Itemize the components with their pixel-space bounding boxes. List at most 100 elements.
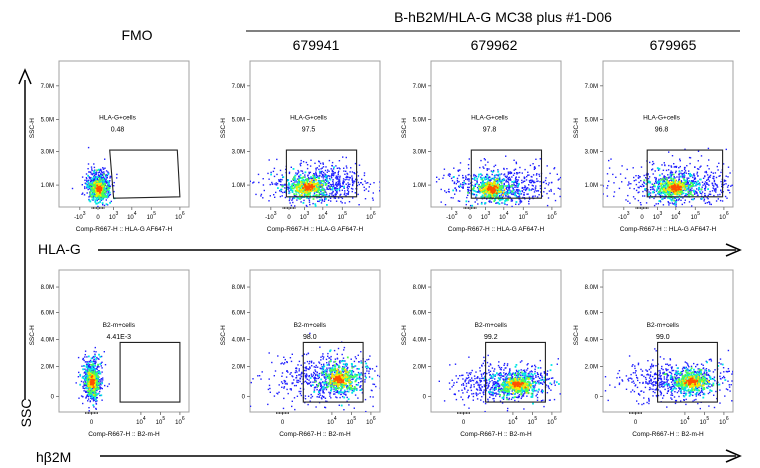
density-dot <box>677 184 679 187</box>
event-dot <box>345 156 347 159</box>
event-dot <box>681 170 683 172</box>
event-dot <box>529 164 532 167</box>
density-dot <box>310 182 313 184</box>
event-dot <box>448 191 450 193</box>
event-dot <box>346 186 348 189</box>
event-dot <box>324 181 326 184</box>
event-dot <box>640 180 642 182</box>
event-dot <box>349 183 351 186</box>
event-dot <box>713 189 716 191</box>
event-dot <box>89 195 91 197</box>
density-dot <box>502 193 504 196</box>
event-dot <box>688 190 691 193</box>
event-dot <box>503 174 505 176</box>
event-dot <box>289 202 291 204</box>
density-dot <box>103 183 105 185</box>
density-dot <box>676 192 679 194</box>
event-dot <box>479 166 481 169</box>
event-dot <box>734 172 735 173</box>
event-dot <box>655 180 657 183</box>
density-dot <box>296 185 299 188</box>
event-dot <box>324 189 326 191</box>
density-dot <box>300 194 303 196</box>
event-dot <box>436 176 438 178</box>
density-dot <box>665 181 667 184</box>
density-dot <box>695 183 697 186</box>
event-dot <box>85 396 87 398</box>
density-dot <box>682 192 685 195</box>
density-dot <box>329 186 331 189</box>
event-dot <box>676 176 678 178</box>
event-dot <box>313 192 316 195</box>
event-dot <box>505 181 507 183</box>
event-dot <box>284 196 287 199</box>
event-dot <box>307 174 309 176</box>
event-dot <box>508 183 510 185</box>
event-dot <box>334 197 337 199</box>
event-dot <box>468 189 470 192</box>
event-dot <box>652 188 655 190</box>
event-dot <box>517 196 519 198</box>
event-dot <box>339 184 341 187</box>
x-tick-label: 103 <box>109 211 119 221</box>
density-dot <box>99 187 101 190</box>
x-tick-label: 0 <box>640 215 644 221</box>
density-dot <box>314 184 316 187</box>
y-axis-title: SSC-H <box>29 118 36 139</box>
y-tick-label: 1.0M <box>41 183 54 189</box>
event-dot <box>484 175 487 178</box>
event-dot <box>645 202 648 204</box>
event-dot <box>83 359 85 362</box>
density-dot <box>491 171 494 173</box>
event-dot <box>505 194 507 196</box>
event-dot <box>293 194 296 197</box>
event-dot <box>99 381 101 383</box>
event-dot <box>363 172 366 174</box>
density-dot <box>343 186 345 188</box>
event-dot <box>635 175 637 177</box>
event-dot <box>473 173 475 176</box>
event-dot <box>675 203 677 205</box>
density-dot <box>96 192 99 195</box>
density-dot <box>667 196 669 199</box>
density-dot <box>324 194 327 196</box>
event-dot <box>687 173 690 175</box>
event-dot <box>308 197 310 200</box>
density-dot <box>91 184 93 186</box>
event-dot <box>341 202 343 204</box>
event-dot <box>670 170 672 172</box>
event-dot <box>462 186 464 188</box>
event-dot <box>315 172 317 175</box>
density-dot <box>687 190 690 193</box>
event-dot <box>694 192 696 194</box>
event-dot <box>267 172 269 175</box>
density-dot <box>497 170 500 173</box>
event-dot <box>78 371 80 374</box>
density-dot <box>327 180 329 183</box>
density-dot <box>492 185 495 187</box>
density-dot <box>93 382 95 384</box>
event-dot <box>468 167 470 170</box>
event-dot <box>558 178 560 180</box>
density-dot <box>487 194 490 196</box>
event-dot <box>690 190 692 192</box>
event-dot <box>331 161 334 164</box>
density-dot <box>645 183 648 185</box>
event-dot <box>714 182 716 185</box>
event-dot <box>706 183 708 185</box>
density-dot <box>675 189 677 192</box>
event-dot <box>342 183 344 185</box>
event-dot <box>103 351 105 353</box>
event-dot <box>345 170 347 172</box>
event-dot <box>329 392 332 394</box>
gate-name: HLA-G+cells <box>290 114 327 121</box>
event-dot <box>696 171 699 173</box>
event-dot <box>536 180 538 183</box>
event-dot <box>274 196 276 198</box>
event-dot <box>326 171 328 173</box>
event-dot <box>306 205 308 207</box>
density-dot <box>481 194 484 197</box>
density-dot <box>484 192 486 195</box>
event-dot <box>606 207 607 208</box>
event-dot <box>537 190 540 192</box>
